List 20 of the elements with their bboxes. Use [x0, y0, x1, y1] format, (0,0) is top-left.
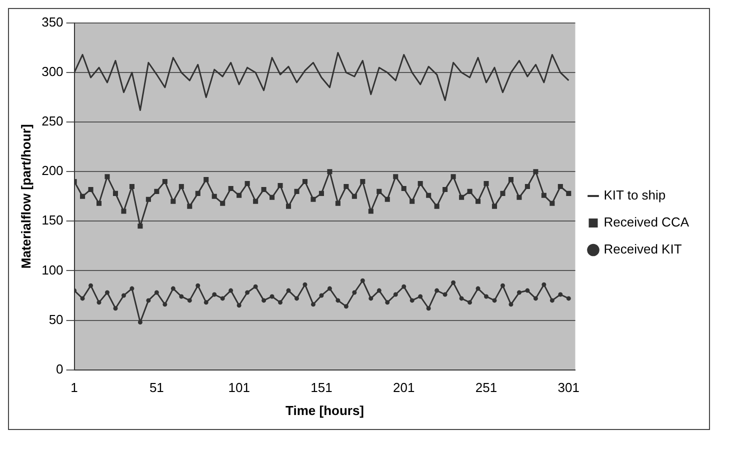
legend-label: KIT to ship	[604, 188, 666, 203]
y-tick-label: 250	[42, 114, 64, 129]
legend-label: Received CCA	[604, 214, 690, 230]
x-tick-label: 301	[558, 380, 580, 396]
y-tick-label: 200	[42, 163, 64, 178]
x-tick-label: 151	[310, 380, 332, 396]
y-tick-label: 100	[42, 262, 64, 278]
x-tick-label: 101	[228, 380, 250, 396]
x-tick-label: 251	[475, 380, 498, 396]
y-tick-label: 0	[56, 361, 64, 376]
legend-label: Received KIT	[604, 242, 682, 257]
y-tick-label: 150	[42, 212, 64, 228]
y-tick-label: 50	[48, 312, 64, 327]
x-tick-label: 1	[70, 380, 78, 396]
x-tick-label: 201	[393, 380, 415, 396]
x-axis-title: Time [hours]	[286, 402, 364, 418]
y-tick-label: 350	[42, 14, 64, 30]
y-tick-label: 300	[42, 64, 64, 80]
x-tick-label: 51	[149, 380, 164, 396]
y-axis-title: Materialflow [part/hour]	[18, 124, 34, 269]
